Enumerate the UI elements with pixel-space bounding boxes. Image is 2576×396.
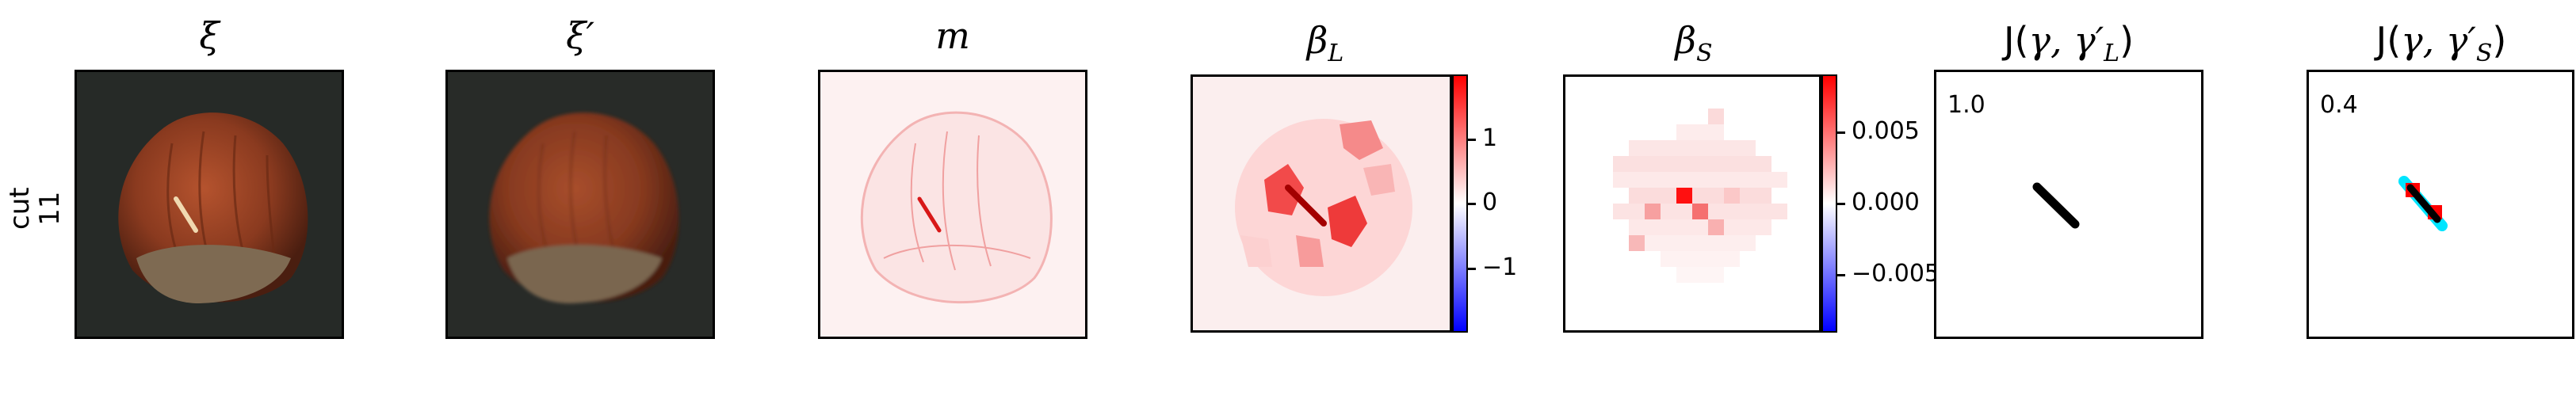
colorbar-beta-s-tick-zero: 0.000 [1852,188,1920,216]
colorbar-beta-s-tick-pos: 0.005 [1852,117,1920,145]
image-xi-prime [445,70,715,339]
panel-title-j-l: J(γ, γ′L) [2003,19,2135,68]
panel-title-j-s: J(γ, γ′S) [2375,19,2507,68]
j-s-overlap [2398,176,2448,231]
colorbar-beta-l-tick-neg1: −1 [1482,253,1518,281]
colorbar-beta-l-tick-0: 0 [1482,188,1498,216]
j-l-score: 1.0 [1947,91,1986,119]
image-m [818,70,1087,339]
beta-s-heatmap [1565,77,1819,330]
panel-title-xi: ξ [199,14,220,57]
beta-l-heatmap [1235,119,1412,296]
image-xi [75,70,344,339]
panel-title-beta-s: βS [1675,19,1713,68]
panel-title-beta-l: βL [1306,19,1344,68]
panel-title-m: m [935,14,970,57]
hazelnut-image [118,112,308,303]
image-beta-l [1191,74,1452,333]
image-j-s: 0.4 [2307,70,2574,339]
colorbar-beta-l-tick-1: 1 [1482,124,1498,152]
row-label-line2: 11 [34,191,66,226]
image-j-l: 1.0 [1934,70,2203,339]
hazelnut-reconstruction [489,112,679,303]
row-label-line1: cut [4,187,36,230]
j-s-score: 0.4 [2320,91,2358,119]
j-l-overlap [2032,182,2080,229]
difference-map [860,111,1053,304]
image-beta-s [1563,74,1821,333]
colorbar-beta-s [1821,74,1837,333]
colorbar-beta-l [1452,74,1468,333]
colorbar-beta-s-tick-neg: −0.005 [1852,260,1940,287]
panel-title-xi-prime: ξ′ [566,14,594,57]
